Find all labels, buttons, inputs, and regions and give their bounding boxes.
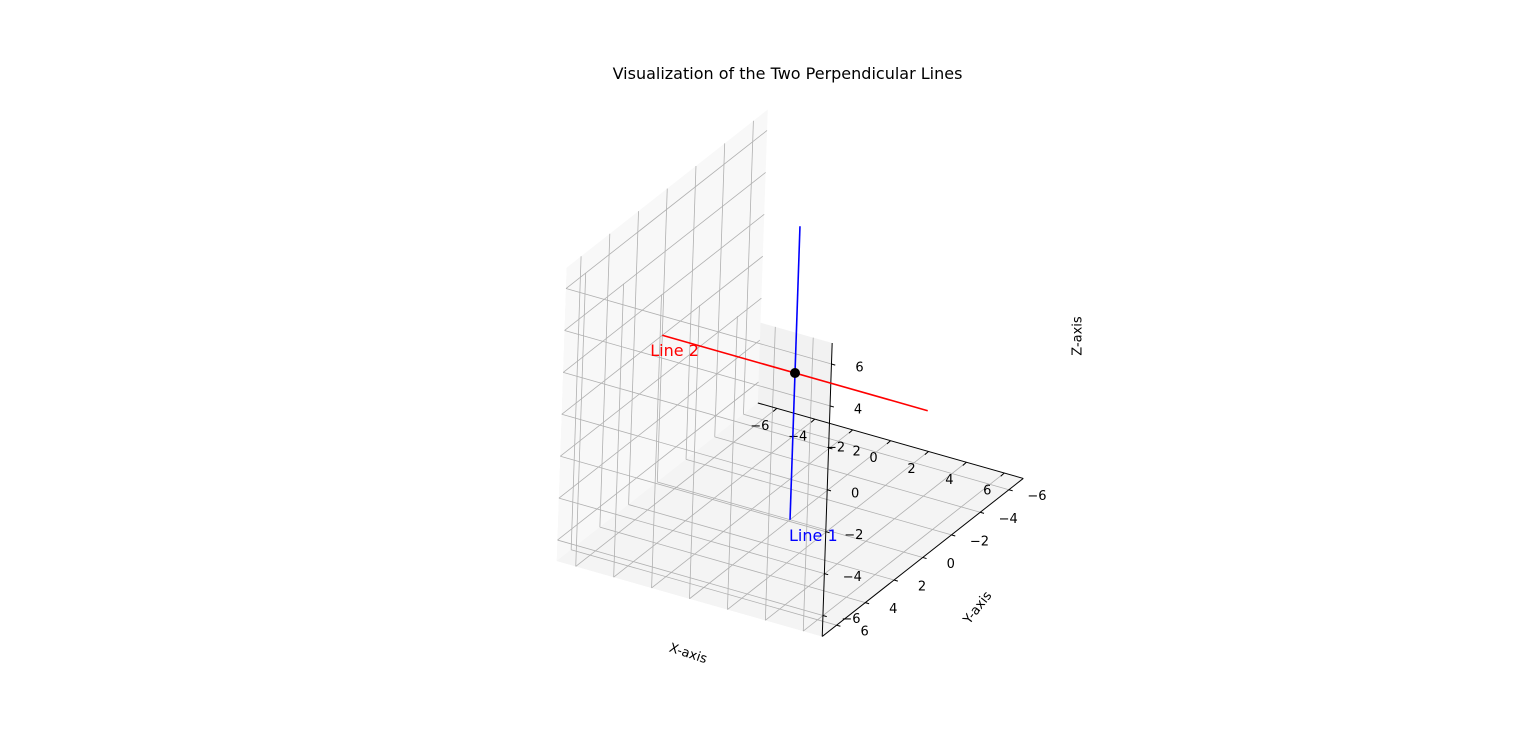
y-tick: [836, 624, 841, 627]
y-tick-label: 0: [947, 557, 955, 572]
x-axis-line: [757, 402, 1024, 479]
grid-line: [764, 326, 776, 621]
grid-line: [599, 233, 611, 528]
y-tick-label: 2: [918, 580, 926, 595]
x-axis-label: X-axis: [667, 641, 709, 667]
x-tick-label: −2: [826, 440, 845, 455]
grid-line: [561, 413, 828, 491]
x-tick: [1000, 472, 1005, 477]
y-tick-label: −2: [970, 534, 989, 549]
x-tick: [772, 407, 778, 412]
y-tick: [980, 511, 985, 514]
z-tick: [831, 363, 836, 366]
grid-line: [727, 451, 929, 610]
z-tick: [825, 531, 830, 534]
y-tick-label: −4: [999, 512, 1018, 527]
grid-line: [571, 549, 837, 626]
grid-lines: [557, 120, 1010, 632]
z-tick-label: −4: [843, 570, 862, 585]
x-tick-label: −6: [750, 419, 769, 434]
x-tick-label: 4: [945, 473, 953, 488]
grid-line: [570, 256, 582, 550]
grid-line: [727, 316, 738, 610]
grid-line: [802, 337, 814, 632]
chart-title: Visualization of the Two Perpendicular L…: [612, 64, 963, 83]
grid-line: [599, 526, 866, 603]
z-tick-label: 0: [851, 486, 859, 501]
z-tick-label: −6: [841, 612, 860, 627]
z-tick-label: −2: [844, 528, 863, 543]
z-tick-label: 4: [854, 402, 862, 417]
annotation-line-1: Line 1: [789, 526, 838, 545]
grid-line: [628, 211, 639, 505]
x-tick-label: 2: [907, 462, 915, 477]
y-tick-label: −6: [1027, 489, 1046, 504]
x-tick-label: 6: [983, 484, 991, 499]
grid-line: [628, 504, 895, 581]
grid-line: [564, 330, 831, 407]
grid-line: [564, 172, 766, 331]
grid-line: [562, 214, 765, 373]
x-tick: [924, 451, 929, 456]
y-tick: [922, 556, 927, 560]
y-tick: [893, 579, 898, 582]
x-tick: [810, 418, 816, 423]
z-axis-line: [821, 343, 833, 637]
x-tick: [848, 429, 853, 434]
y-axis-label: Y-axis: [960, 589, 995, 628]
z-tick-label: 6: [855, 361, 863, 376]
data-series: [662, 226, 928, 520]
y-tick: [1008, 489, 1013, 492]
grid-line: [565, 130, 768, 289]
x-tick: [962, 461, 967, 466]
y-tick-label: 6: [860, 625, 868, 640]
z-tick: [822, 615, 827, 618]
z-tick-label: 2: [852, 444, 860, 459]
y-tick: [951, 534, 956, 537]
z-tick: [824, 573, 829, 576]
intersection-point: [790, 368, 800, 378]
x-tick-label: 0: [869, 451, 877, 466]
grid-line: [563, 371, 829, 449]
x-tick: [886, 440, 891, 445]
z-axis-label: Z-axis: [1071, 316, 1086, 356]
z-tick: [829, 405, 834, 408]
grid-line: [803, 472, 1005, 632]
grid-line: [765, 461, 967, 621]
y-tick-label: 4: [889, 602, 897, 617]
z-tick: [827, 489, 832, 492]
x-tick-label: −4: [788, 430, 807, 445]
annotation-line-2: Line 2: [650, 341, 699, 360]
z-tick: [828, 447, 833, 450]
y-tick: [865, 602, 870, 605]
grid-line: [565, 288, 832, 365]
